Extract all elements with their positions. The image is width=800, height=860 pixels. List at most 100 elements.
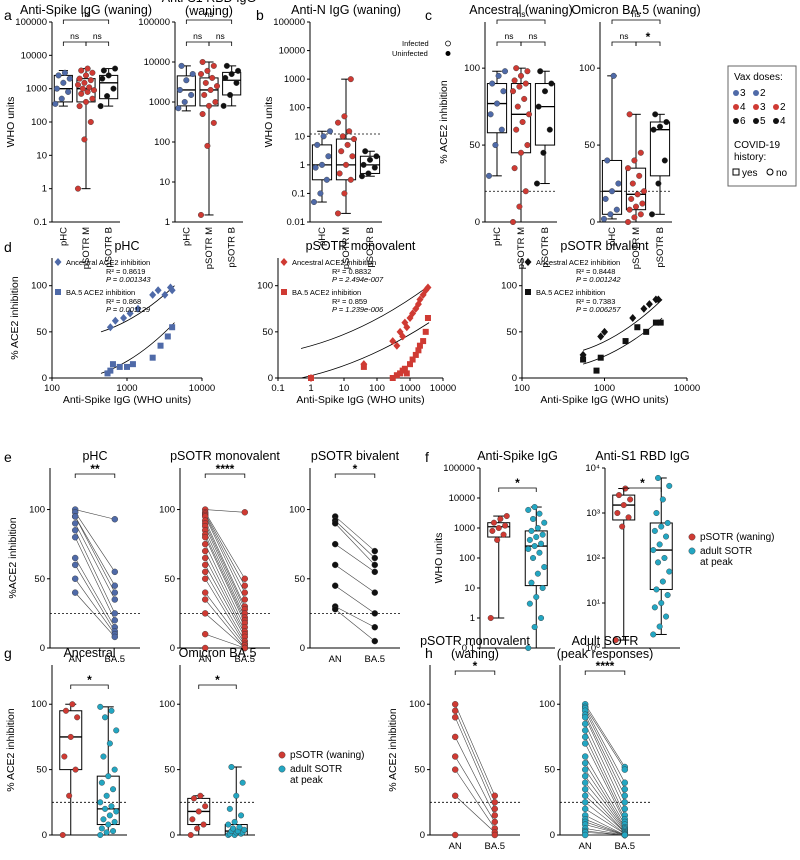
series-r2: R² = 0.859 (332, 297, 367, 306)
box (649, 121, 671, 177)
data-point (212, 98, 219, 105)
data-point (161, 290, 169, 299)
y-tick-label: 50 (36, 327, 47, 338)
data-point (71, 589, 79, 596)
data-point (365, 170, 372, 177)
data-point (111, 617, 119, 624)
x-tick-label: pSOTR M (81, 227, 92, 269)
data-point (349, 153, 356, 160)
data-point (511, 77, 518, 84)
significance-label: ns (620, 31, 629, 41)
data-point (525, 289, 531, 295)
significance-bracket (62, 41, 87, 46)
data-point (655, 474, 662, 481)
legend-label: adult SOTR (290, 764, 342, 775)
data-point (189, 71, 196, 78)
chart-title: Anti-S1 RBD IgG (162, 0, 256, 5)
data-point (373, 153, 380, 160)
data-point (403, 323, 411, 332)
y-tick-label: 100 (289, 505, 305, 516)
data-point (452, 714, 459, 721)
data-point (105, 821, 112, 828)
data-point (241, 575, 249, 582)
pair-line (584, 714, 626, 796)
box (59, 710, 83, 771)
pair-line (74, 530, 116, 614)
pair-line (74, 578, 116, 635)
data-point (71, 534, 79, 541)
data-point (495, 72, 502, 79)
pair-line (205, 633, 245, 649)
box (311, 144, 333, 181)
data-point (239, 779, 246, 786)
data-point (344, 141, 351, 148)
data-point (190, 795, 197, 802)
data-point (281, 289, 287, 295)
data-point (416, 342, 423, 349)
y-tick-label: 10¹ (586, 598, 600, 609)
data-point (87, 118, 94, 125)
legend-dot (278, 765, 286, 773)
significance-bracket (498, 487, 537, 492)
y-tick-label: 100 (159, 505, 175, 516)
data-point (538, 540, 545, 547)
legend-dose: 2 (760, 88, 766, 99)
data-point (615, 492, 622, 499)
data-point (362, 148, 369, 155)
y-tick-label: 100 (409, 699, 425, 710)
data-point (582, 720, 589, 728)
y-tick-label: 50 (414, 765, 425, 776)
y-tick-label: 0.1 (292, 188, 305, 199)
data-point (209, 74, 216, 81)
data-point (360, 363, 367, 370)
legend-dose: 5 (760, 116, 766, 127)
data-point (539, 585, 546, 592)
data-point (347, 76, 354, 83)
data-point (67, 733, 74, 740)
data-point (105, 72, 112, 79)
y-tick-label: 0 (300, 643, 305, 654)
data-point (201, 91, 208, 98)
data-point (655, 180, 662, 187)
data-point (168, 286, 176, 295)
data-point (582, 779, 589, 786)
data-point (412, 351, 419, 358)
pair-line (204, 523, 246, 610)
significance-label: **** (596, 659, 615, 673)
data-point (663, 613, 670, 620)
uninfected-marker (445, 51, 451, 56)
data-point (490, 519, 497, 526)
data-point (643, 328, 650, 335)
data-point (97, 703, 104, 710)
legend-dose: 2 (780, 102, 786, 113)
legend-label-2: at peak (700, 557, 734, 568)
data-point (52, 100, 59, 107)
data-point (317, 190, 324, 197)
data-point (604, 157, 611, 164)
significance-bracket (496, 19, 546, 24)
significance-bracket (185, 41, 210, 46)
data-point (393, 372, 400, 379)
data-point (238, 812, 245, 819)
x-tick-label: AN (329, 654, 342, 665)
data-point (422, 328, 429, 335)
legend-history: COVID-19 (734, 140, 781, 151)
data-point (514, 103, 521, 110)
series-p: P = 0.001242 (576, 275, 621, 284)
data-point (629, 180, 636, 187)
data-point (452, 792, 459, 799)
significance-label: ** (90, 462, 100, 476)
data-point (213, 83, 220, 90)
data-point (524, 258, 532, 266)
data-point (100, 816, 107, 823)
y-tick-label: 10³ (586, 508, 600, 519)
legend-dot (733, 118, 739, 124)
data-point (502, 522, 509, 529)
y-tick-label: 0 (40, 643, 45, 654)
y-tick-label: 100 (31, 117, 47, 128)
pair-line (584, 704, 626, 768)
data-point (207, 86, 214, 93)
chart-e2: 0 50 100 pSOTR monovalent AN BA.5 **** (159, 449, 280, 665)
data-point (582, 753, 589, 760)
x-tick-label: pHC (58, 227, 69, 246)
